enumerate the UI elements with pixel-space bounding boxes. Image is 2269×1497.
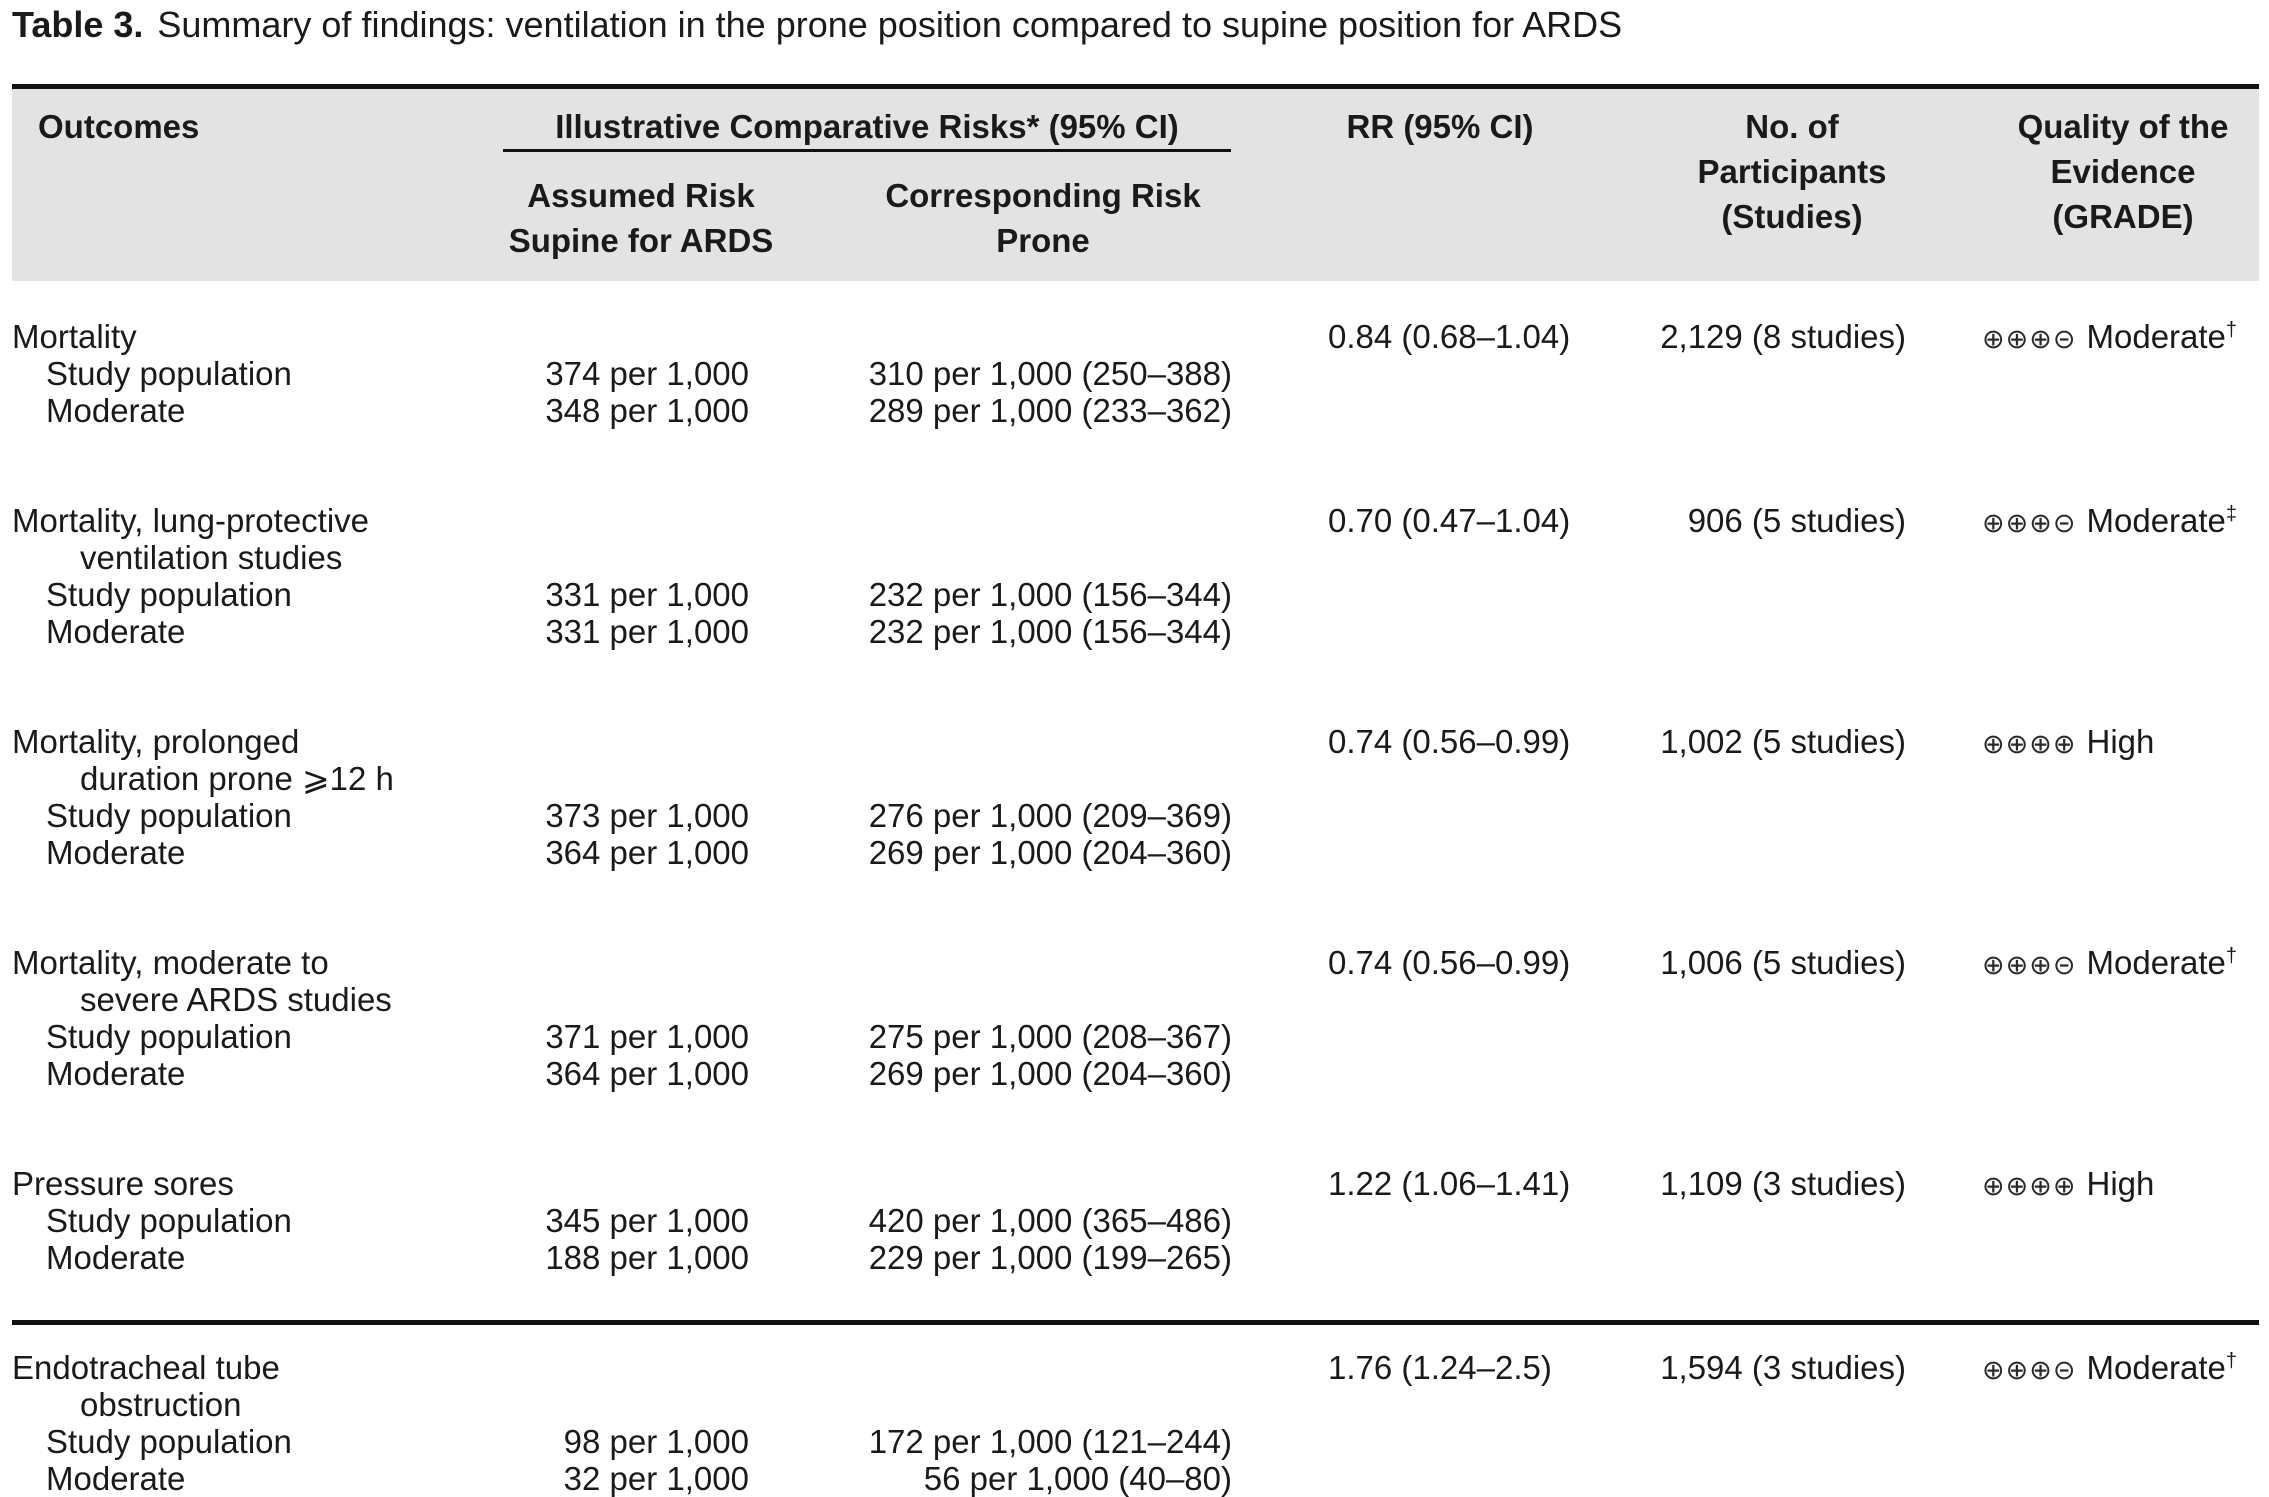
assumed-risk-value: 32 per 1,000 — [563, 1460, 749, 1497]
grade-symbols-icon: ⊕⊕⊕⊕ — [1982, 729, 2077, 759]
outcome-label: Mortality, moderate to — [12, 944, 329, 981]
corresponding-risk-value: 276 per 1,000 (209–369) — [868, 797, 1232, 834]
subgroup-label: Study population — [46, 1202, 292, 1239]
header-quality: Quality of the Evidence (GRADE) — [2017, 108, 2229, 235]
subgroup-label: Study population — [46, 1018, 292, 1055]
subgroup-label: Moderate — [46, 834, 186, 871]
assumed-risk-value: 98 per 1,000 — [563, 1423, 749, 1460]
subgroup-label: Moderate — [46, 392, 186, 429]
assumed-risk-value: 345 per 1,000 — [545, 1202, 749, 1239]
corresponding-risk-value: 310 per 1,000 (250–388) — [868, 355, 1232, 392]
outcome-label: duration prone ⩾12 h — [80, 760, 394, 797]
assumed-risk-value: 331 per 1,000 — [545, 613, 749, 650]
subgroup-label: Moderate — [46, 1239, 186, 1276]
grade-text: High — [2086, 1165, 2155, 1202]
grade-cell: ⊕⊕⊕⊕ High — [1982, 723, 2154, 763]
grade-text: Moderate — [2086, 944, 2226, 981]
grade-text: Moderate — [2086, 502, 2226, 539]
grade-cell: ⊕⊕⊕⊝ Moderate† — [1982, 318, 2237, 358]
table-header — [12, 89, 2259, 281]
participants-count: 1,109 (3 studies) — [1660, 1165, 1906, 1202]
grade-symbols-icon: ⊕⊕⊕⊝ — [1982, 950, 2077, 980]
assumed-risk-value: 373 per 1,000 — [545, 797, 749, 834]
outcome-label: severe ARDS studies — [80, 981, 392, 1018]
outcome-label: ventilation studies — [80, 539, 343, 576]
corresponding-risk-value: 269 per 1,000 (204–360) — [868, 834, 1232, 871]
footnote-mark: † — [2225, 319, 2238, 341]
assumed-risk-value: 371 per 1,000 — [545, 1018, 749, 1055]
footnote-mark: † — [2225, 945, 2238, 967]
outcome-label: Pressure sores — [12, 1165, 234, 1202]
relative-risk: 1.22 (1.06–1.41) — [1328, 1165, 1571, 1202]
header-span-rule — [503, 149, 1231, 152]
relative-risk: 1.76 (1.24–2.5) — [1328, 1349, 1552, 1386]
grade-symbols-icon: ⊕⊕⊕⊝ — [1982, 324, 2077, 354]
corresponding-risk-value: 275 per 1,000 (208–367) — [868, 1018, 1232, 1055]
assumed-risk-value: 364 per 1,000 — [545, 1055, 749, 1092]
header-participants: No. of Participants (Studies) — [1697, 108, 1887, 235]
corresponding-risk-value: 56 per 1,000 (40–80) — [923, 1460, 1232, 1497]
subgroup-label: Moderate — [46, 1055, 186, 1092]
subgroup-label: Study population — [46, 355, 292, 392]
assumed-risk-value: 331 per 1,000 — [545, 576, 749, 613]
corresponding-risk-value: 420 per 1,000 (365–486) — [868, 1202, 1232, 1239]
grade-text: Moderate — [2086, 1349, 2226, 1386]
participants-count: 1,006 (5 studies) — [1660, 944, 1906, 981]
subgroup-label: Moderate — [46, 613, 186, 650]
header-corresponding-risk: Corresponding Risk Prone — [885, 177, 1201, 259]
participants-count: 906 (5 studies) — [1687, 502, 1906, 539]
outcome-label: Mortality, prolonged — [12, 723, 300, 760]
corresponding-risk-value: 269 per 1,000 (204–360) — [868, 1055, 1232, 1092]
subgroup-label: Study population — [46, 576, 292, 613]
relative-risk: 0.70 (0.47–1.04) — [1328, 502, 1571, 539]
top-rule — [12, 84, 2259, 89]
grade-symbols-icon: ⊕⊕⊕⊝ — [1982, 508, 2077, 538]
outcome-label: Mortality — [12, 318, 137, 355]
footnote-mark: ‡ — [2225, 503, 2238, 525]
participants-count: 1,002 (5 studies) — [1660, 723, 1906, 760]
header-outcomes: Outcomes — [38, 108, 200, 145]
relative-risk: 0.84 (0.68–1.04) — [1328, 318, 1571, 355]
corresponding-risk-value: 229 per 1,000 (199–265) — [868, 1239, 1232, 1276]
subgroup-label: Study population — [46, 1423, 292, 1460]
subgroup-label: Study population — [46, 797, 292, 834]
header-assumed-risk: Assumed Risk Supine for ARDS — [508, 177, 774, 259]
outcome-label: Mortality, lung-protective — [12, 502, 370, 539]
grade-symbols-icon: ⊕⊕⊕⊝ — [1982, 1355, 2077, 1385]
assumed-risk-value: 188 per 1,000 — [545, 1239, 749, 1276]
grade-cell: ⊕⊕⊕⊝ Moderate† — [1982, 1349, 2237, 1389]
corresponding-risk-value: 232 per 1,000 (156–344) — [868, 576, 1232, 613]
corresponding-risk-value: 289 per 1,000 (233–362) — [868, 392, 1232, 429]
participants-count: 2,129 (8 studies) — [1660, 318, 1906, 355]
participants-count: 1,594 (3 studies) — [1660, 1349, 1906, 1386]
table-title: Summary of findings: ventilation in the … — [157, 4, 1623, 45]
subgroup-label: Moderate — [46, 1460, 186, 1497]
grade-cell: ⊕⊕⊕⊝ Moderate† — [1982, 944, 2237, 984]
grade-symbols-icon: ⊕⊕⊕⊕ — [1982, 1171, 2077, 1201]
header-rr: RR (95% CI) — [1346, 108, 1534, 145]
footnote-mark: † — [2225, 1350, 2238, 1372]
header-comparative-risks: Illustrative Comparative Risks* (95% CI) — [555, 108, 1179, 145]
corresponding-risk-value: 232 per 1,000 (156–344) — [868, 613, 1232, 650]
grade-text: Moderate — [2086, 318, 2226, 355]
grade-cell: ⊕⊕⊕⊕ High — [1982, 1165, 2154, 1205]
table-caption: Table 3. Summary of findings: ventilation… — [12, 4, 1622, 46]
table-label: Table 3. — [12, 4, 144, 45]
grade-text: High — [2086, 723, 2155, 760]
bottom-rule — [12, 1320, 2259, 1325]
grade-cell: ⊕⊕⊕⊝ Moderate‡ — [1982, 502, 2237, 542]
corresponding-risk-value: 172 per 1,000 (121–244) — [868, 1423, 1232, 1460]
assumed-risk-value: 348 per 1,000 — [545, 392, 749, 429]
assumed-risk-value: 364 per 1,000 — [545, 834, 749, 871]
relative-risk: 0.74 (0.56–0.99) — [1328, 944, 1571, 981]
relative-risk: 0.74 (0.56–0.99) — [1328, 723, 1571, 760]
assumed-risk-value: 374 per 1,000 — [545, 355, 749, 392]
outcome-label: Endotracheal tube — [12, 1349, 280, 1386]
outcome-label: obstruction — [80, 1386, 242, 1423]
